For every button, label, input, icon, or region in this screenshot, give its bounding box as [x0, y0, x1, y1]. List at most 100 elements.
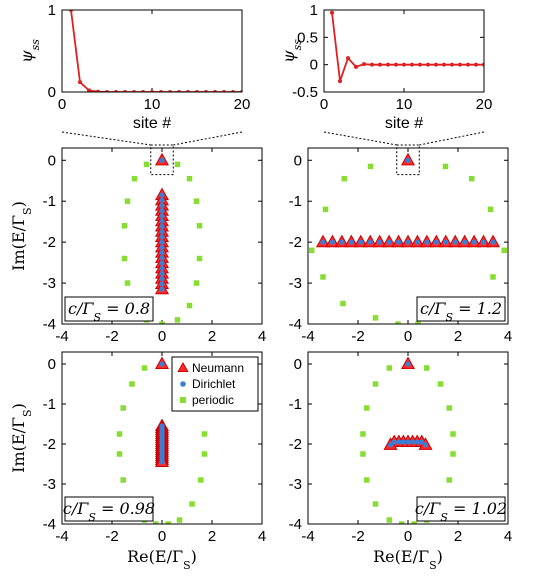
x-tick-label: 2 [208, 328, 216, 345]
dirichlet-point [159, 239, 165, 245]
dirichlet-point [405, 439, 411, 445]
periodic-point [399, 521, 405, 524]
periodic-point [186, 302, 193, 309]
x-tick-label: 2 [454, 328, 462, 345]
x-tick-label: 10 [396, 96, 413, 113]
periodic-point [120, 405, 126, 411]
legend-entry: Neumann [192, 361, 244, 375]
periodic-point [121, 223, 128, 229]
periodic-point [386, 517, 392, 523]
legend-periodic-marker [180, 397, 186, 403]
periodic-point [201, 431, 208, 437]
periodic-point [193, 280, 200, 286]
periodic-point [424, 365, 430, 371]
series-point [426, 62, 430, 67]
axes-frame [307, 351, 509, 525]
annotation-label: c/ΓS = 0.98 [63, 499, 155, 524]
plot-area [121, 152, 203, 324]
y-tick-label: -4 [43, 316, 56, 333]
legend-dirichlet-marker [180, 381, 186, 387]
dirichlet-point [159, 229, 165, 235]
panel-mid-right: -4 -2 0 2 4 0 -1 -2 -3 -4 c/ΓS = 1.2 [289, 147, 512, 345]
periodic-point [116, 451, 123, 457]
periodic-point [367, 163, 374, 170]
y-tick-label: -3 [289, 275, 302, 292]
y-tick-label: -3 [289, 476, 302, 493]
panel-bot-right: -4 -2 0 2 4 0 -1 -2 -3 -4 Re(E/ΓS) c/ΓS = 1.02 [289, 351, 512, 572]
dirichlet-point [405, 239, 411, 245]
x-tick-label: 4 [258, 328, 266, 345]
zoom-connector [61, 131, 151, 146]
periodic-point [341, 175, 347, 182]
y-tick-label: 0 [310, 57, 318, 74]
series-point [87, 88, 91, 92]
periodic-point [340, 300, 346, 307]
dirichlet-point [159, 244, 165, 250]
annotation-label: c/ΓS = 0.8 [68, 299, 150, 324]
plot-area [330, 10, 484, 84]
series-point [402, 62, 406, 67]
axes-frame [323, 9, 485, 93]
dirichlet-point [395, 239, 402, 245]
dirichlet-point [405, 361, 411, 367]
y-tick-label: -1 [43, 193, 56, 210]
periodic-point [124, 280, 131, 286]
annotation-label: c/ΓS = 1.02 [415, 499, 507, 524]
periodic-point [372, 381, 379, 387]
dirichlet-point [159, 208, 165, 214]
dirichlet-point [409, 439, 416, 445]
y-tick-label: -1 [289, 396, 302, 413]
x-tick-label: 0 [404, 528, 412, 545]
periodic-point [129, 381, 135, 387]
legend: Neumann Dirichlet periodic [171, 356, 259, 412]
x-tick-label: 10 [144, 96, 161, 113]
dirichlet-point [159, 270, 165, 277]
y-tick-label: -1 [43, 396, 56, 413]
series-point [434, 62, 438, 67]
periodic-point [446, 405, 452, 411]
annotation-box [64, 496, 154, 522]
dirichlet-point [159, 202, 165, 209]
periodic-point [364, 477, 370, 483]
x-tick-label: -2 [351, 328, 364, 345]
periodic-point [364, 405, 370, 411]
x-tick-label: 20 [476, 96, 493, 113]
x-tick-label: -4 [301, 528, 314, 545]
axes-frame [307, 147, 509, 325]
x-tick-label: 0 [158, 528, 166, 545]
x-tick-label: 4 [258, 528, 266, 545]
x-axis-label: Re(E/ΓS) [373, 547, 443, 572]
series-point [466, 62, 470, 67]
series-point [370, 62, 374, 67]
periodic-point [174, 317, 181, 323]
x-tick-label: 0 [158, 328, 166, 345]
periodic-point [450, 451, 456, 457]
zoom-connector [323, 131, 397, 146]
series-line [331, 12, 484, 82]
periodic-point [386, 365, 392, 371]
periodic-point [159, 321, 165, 324]
x-tick-label: -4 [55, 528, 68, 545]
dirichlet-point [320, 239, 326, 245]
dirichlet-point [452, 239, 458, 245]
zoom-box [150, 144, 174, 176]
x-tick-label: 0 [58, 96, 66, 113]
dirichlet-point [443, 239, 449, 245]
x-tick-label: -2 [105, 528, 118, 545]
dirichlet-point [422, 442, 429, 448]
x-tick-label: -2 [351, 528, 364, 545]
periodic-point [415, 321, 421, 324]
x-tick-label: -4 [301, 328, 314, 345]
axes-frame [61, 9, 243, 93]
periodic-point [143, 161, 150, 168]
x-tick-label: 4 [504, 528, 512, 545]
dirichlet-point [159, 157, 165, 163]
y-tick-label: 0.5 [297, 29, 318, 46]
dirichlet-point [377, 239, 383, 245]
series-point [442, 62, 446, 67]
periodic-point [437, 381, 444, 387]
y-axis-label: ψss [279, 39, 304, 63]
periodic-point [198, 477, 204, 483]
zoom-box [396, 144, 420, 176]
